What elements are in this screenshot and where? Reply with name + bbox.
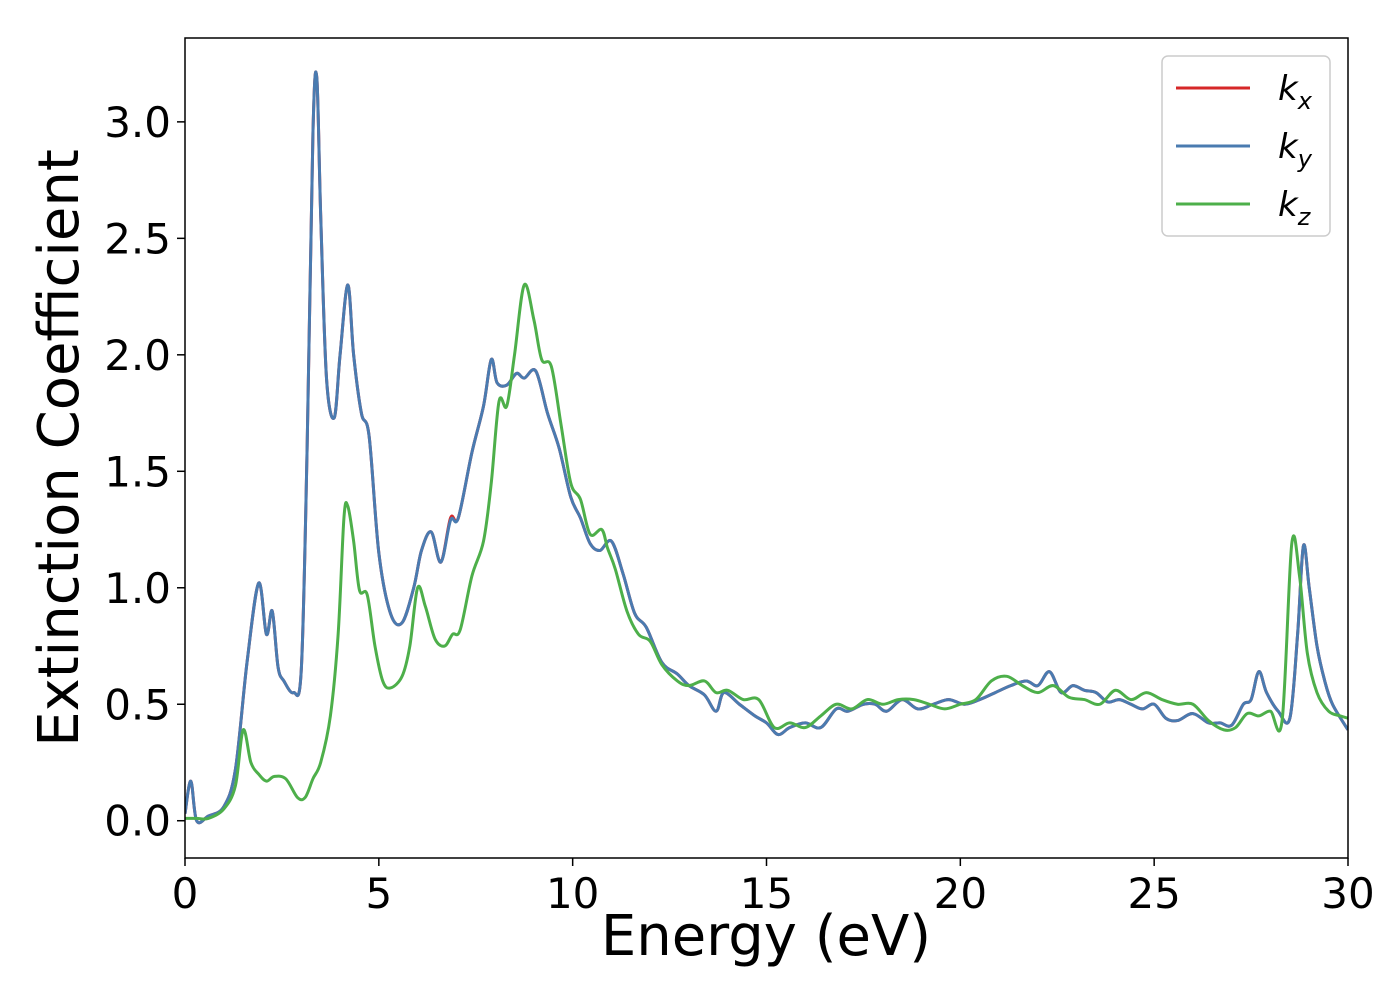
y-axis-ticks: 0.0 0.5 1.0 1.5 2.0 2.5 3.0 xyxy=(104,98,185,846)
x-tick-label: 25 xyxy=(1127,869,1180,918)
legend-label-kx: kx xyxy=(1278,69,1313,115)
x-tick-label: 30 xyxy=(1321,869,1374,918)
series-line-kz xyxy=(185,282,1348,821)
y-tick-label: 1.0 xyxy=(104,564,171,613)
x-axis-label: Energy (eV) xyxy=(601,904,931,969)
y-tick-label: 2.0 xyxy=(104,331,171,380)
legend: kx ky kz xyxy=(1161,55,1331,237)
legend-label-ky: ky xyxy=(1278,127,1313,173)
y-tick-label: 0.0 xyxy=(104,797,171,846)
x-axis-ticks: 0 5 10 15 20 25 30 xyxy=(172,858,1375,918)
y-tick-label: 1.5 xyxy=(104,447,171,496)
series-layer xyxy=(185,70,1348,825)
x-tick-label: 10 xyxy=(546,869,599,918)
y-axis-label: Extinction Coefficient xyxy=(27,149,92,747)
y-tick-label: 3.0 xyxy=(104,98,171,147)
x-tick-label: 5 xyxy=(365,869,392,918)
y-tick-label: 2.5 xyxy=(104,214,171,263)
series-line-ky xyxy=(185,70,1348,825)
legend-label-kz: kz xyxy=(1278,185,1312,231)
x-tick-label: 15 xyxy=(740,869,793,918)
x-tick-label: 20 xyxy=(934,869,987,918)
y-tick-label: 0.5 xyxy=(104,680,171,729)
x-tick-label: 0 xyxy=(172,869,199,918)
